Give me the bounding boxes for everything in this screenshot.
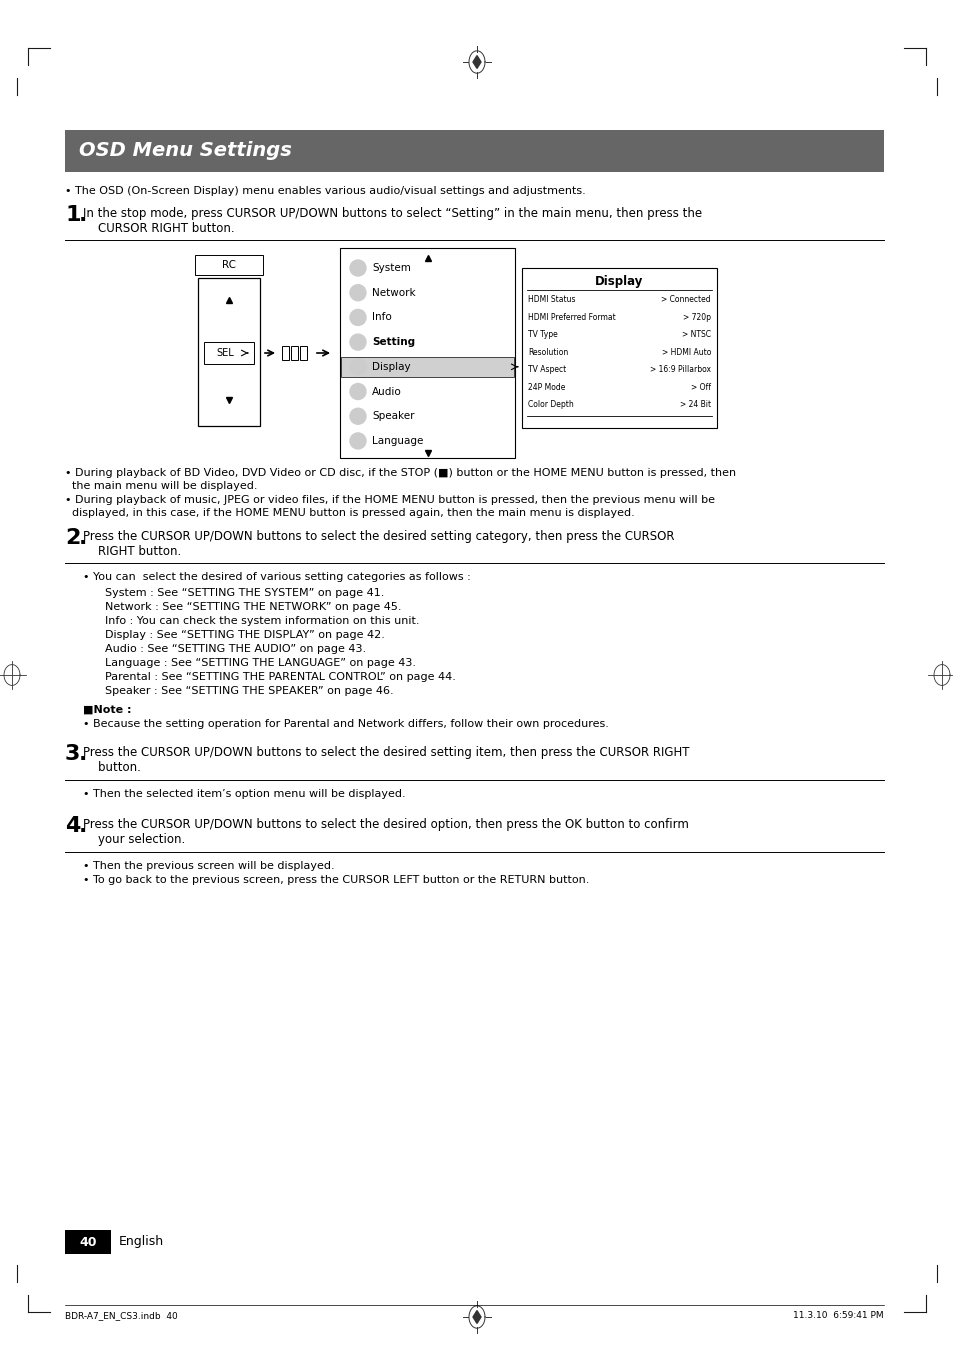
Text: • Then the previous screen will be displayed.: • Then the previous screen will be displ… [83, 861, 335, 871]
Text: 3: 3 [65, 744, 80, 764]
Circle shape [350, 383, 366, 400]
Text: 24P Mode: 24P Mode [527, 382, 565, 391]
Text: Press the CURSOR UP/DOWN buttons to select the desired option, then press the OK: Press the CURSOR UP/DOWN buttons to sele… [83, 818, 688, 846]
Circle shape [350, 408, 366, 424]
Text: > Off: > Off [690, 382, 710, 391]
Text: Color Depth: Color Depth [527, 400, 573, 409]
Text: 4: 4 [65, 815, 80, 836]
Text: > NTSC: > NTSC [681, 331, 710, 339]
Bar [291, 346, 297, 360]
Text: • During playback of BD Video, DVD Video or CD disc, if the STOP (■) button or t: • During playback of BD Video, DVD Video… [65, 468, 736, 478]
Bar [204, 342, 253, 365]
Polygon shape [473, 1311, 480, 1323]
Text: TV Type: TV Type [527, 331, 558, 339]
Bar [65, 1230, 111, 1254]
Bar [339, 248, 515, 458]
Text: HDMI Preferred Format: HDMI Preferred Format [527, 313, 615, 321]
Bar [65, 130, 883, 171]
Text: Speaker: Speaker [372, 412, 414, 421]
Bar [194, 255, 263, 275]
Text: > Connected: > Connected [660, 296, 710, 305]
Circle shape [350, 359, 366, 375]
Text: Network : See “SETTING THE NETWORK” on page 45.: Network : See “SETTING THE NETWORK” on p… [105, 602, 401, 612]
Text: Display : See “SETTING THE DISPLAY” on page 42.: Display : See “SETTING THE DISPLAY” on p… [105, 630, 384, 640]
Text: Press the CURSOR UP/DOWN buttons to select the desired setting item, then press : Press the CURSOR UP/DOWN buttons to sele… [83, 747, 689, 774]
Text: Network: Network [372, 288, 416, 298]
Text: .: . [79, 205, 88, 225]
Bar [521, 269, 717, 428]
Text: .: . [79, 744, 88, 764]
Text: • Then the selected item’s option menu will be displayed.: • Then the selected item’s option menu w… [83, 788, 405, 799]
Text: Info: Info [372, 312, 392, 323]
Text: SEL: SEL [216, 348, 233, 358]
Text: Display: Display [595, 274, 643, 288]
Text: 11.3.10  6:59:41 PM: 11.3.10 6:59:41 PM [793, 1311, 883, 1320]
Text: Resolution: Resolution [527, 348, 568, 356]
Text: > 24 Bit: > 24 Bit [679, 400, 710, 409]
Text: ■Note :: ■Note : [83, 705, 132, 716]
Bar [282, 346, 289, 360]
Polygon shape [473, 55, 480, 69]
Circle shape [350, 333, 366, 350]
Text: English: English [119, 1235, 164, 1249]
Circle shape [350, 433, 366, 450]
Text: System: System [372, 263, 411, 273]
Text: • To go back to the previous screen, press the CURSOR LEFT button or the RETURN : • To go back to the previous screen, pre… [83, 875, 589, 886]
Text: Display: Display [372, 362, 410, 371]
Text: .: . [79, 815, 88, 836]
Text: • During playback of music, JPEG or video files, if the HOME MENU button is pres: • During playback of music, JPEG or vide… [65, 495, 714, 505]
Text: > 16:9 Pillarbox: > 16:9 Pillarbox [649, 366, 710, 374]
Bar [340, 356, 514, 377]
Text: BDR-A7_EN_CS3.indb  40: BDR-A7_EN_CS3.indb 40 [65, 1311, 177, 1320]
Text: .: . [79, 528, 88, 548]
Bar [299, 346, 307, 360]
Text: Audio: Audio [372, 386, 401, 397]
Text: In the stop mode, press CURSOR UP/DOWN buttons to select “Setting” in the main m: In the stop mode, press CURSOR UP/DOWN b… [83, 207, 701, 235]
Circle shape [350, 261, 366, 275]
Circle shape [350, 309, 366, 325]
Text: 2: 2 [65, 528, 80, 548]
Text: TV Aspect: TV Aspect [527, 366, 566, 374]
Text: RC: RC [222, 261, 235, 270]
Text: System : See “SETTING THE SYSTEM” on page 41.: System : See “SETTING THE SYSTEM” on pag… [105, 589, 384, 598]
Circle shape [350, 285, 366, 301]
Text: > 720p: > 720p [682, 313, 710, 321]
Text: Language: Language [372, 436, 423, 446]
Text: the main menu will be displayed.: the main menu will be displayed. [65, 481, 257, 491]
Text: 1: 1 [65, 205, 80, 225]
Text: • Because the setting operation for Parental and Network differs, follow their o: • Because the setting operation for Pare… [83, 720, 608, 729]
Text: OSD Menu Settings: OSD Menu Settings [79, 142, 292, 161]
Text: Parental : See “SETTING THE PARENTAL CONTROL” on page 44.: Parental : See “SETTING THE PARENTAL CON… [105, 672, 456, 682]
Text: Audio : See “SETTING THE AUDIO” on page 43.: Audio : See “SETTING THE AUDIO” on page … [105, 644, 366, 653]
Text: • The OSD (On-Screen Display) menu enables various audio/visual settings and adj: • The OSD (On-Screen Display) menu enabl… [65, 186, 585, 196]
Text: HDMI Status: HDMI Status [527, 296, 575, 305]
Text: > HDMI Auto: > HDMI Auto [661, 348, 710, 356]
Text: • You can  select the desired of various setting categories as follows :: • You can select the desired of various … [83, 572, 470, 582]
Text: 40: 40 [79, 1235, 96, 1249]
Text: Language : See “SETTING THE LANGUAGE” on page 43.: Language : See “SETTING THE LANGUAGE” on… [105, 657, 416, 668]
Text: Setting: Setting [372, 338, 415, 347]
Text: Info : You can check the system information on this unit.: Info : You can check the system informat… [105, 616, 419, 626]
Text: Speaker : See “SETTING THE SPEAKER” on page 46.: Speaker : See “SETTING THE SPEAKER” on p… [105, 686, 394, 697]
Bar [198, 278, 260, 427]
Text: Press the CURSOR UP/DOWN buttons to select the desired setting category, then pr: Press the CURSOR UP/DOWN buttons to sele… [83, 531, 674, 558]
Text: displayed, in this case, if the HOME MENU button is pressed again, then the main: displayed, in this case, if the HOME MEN… [65, 508, 634, 518]
